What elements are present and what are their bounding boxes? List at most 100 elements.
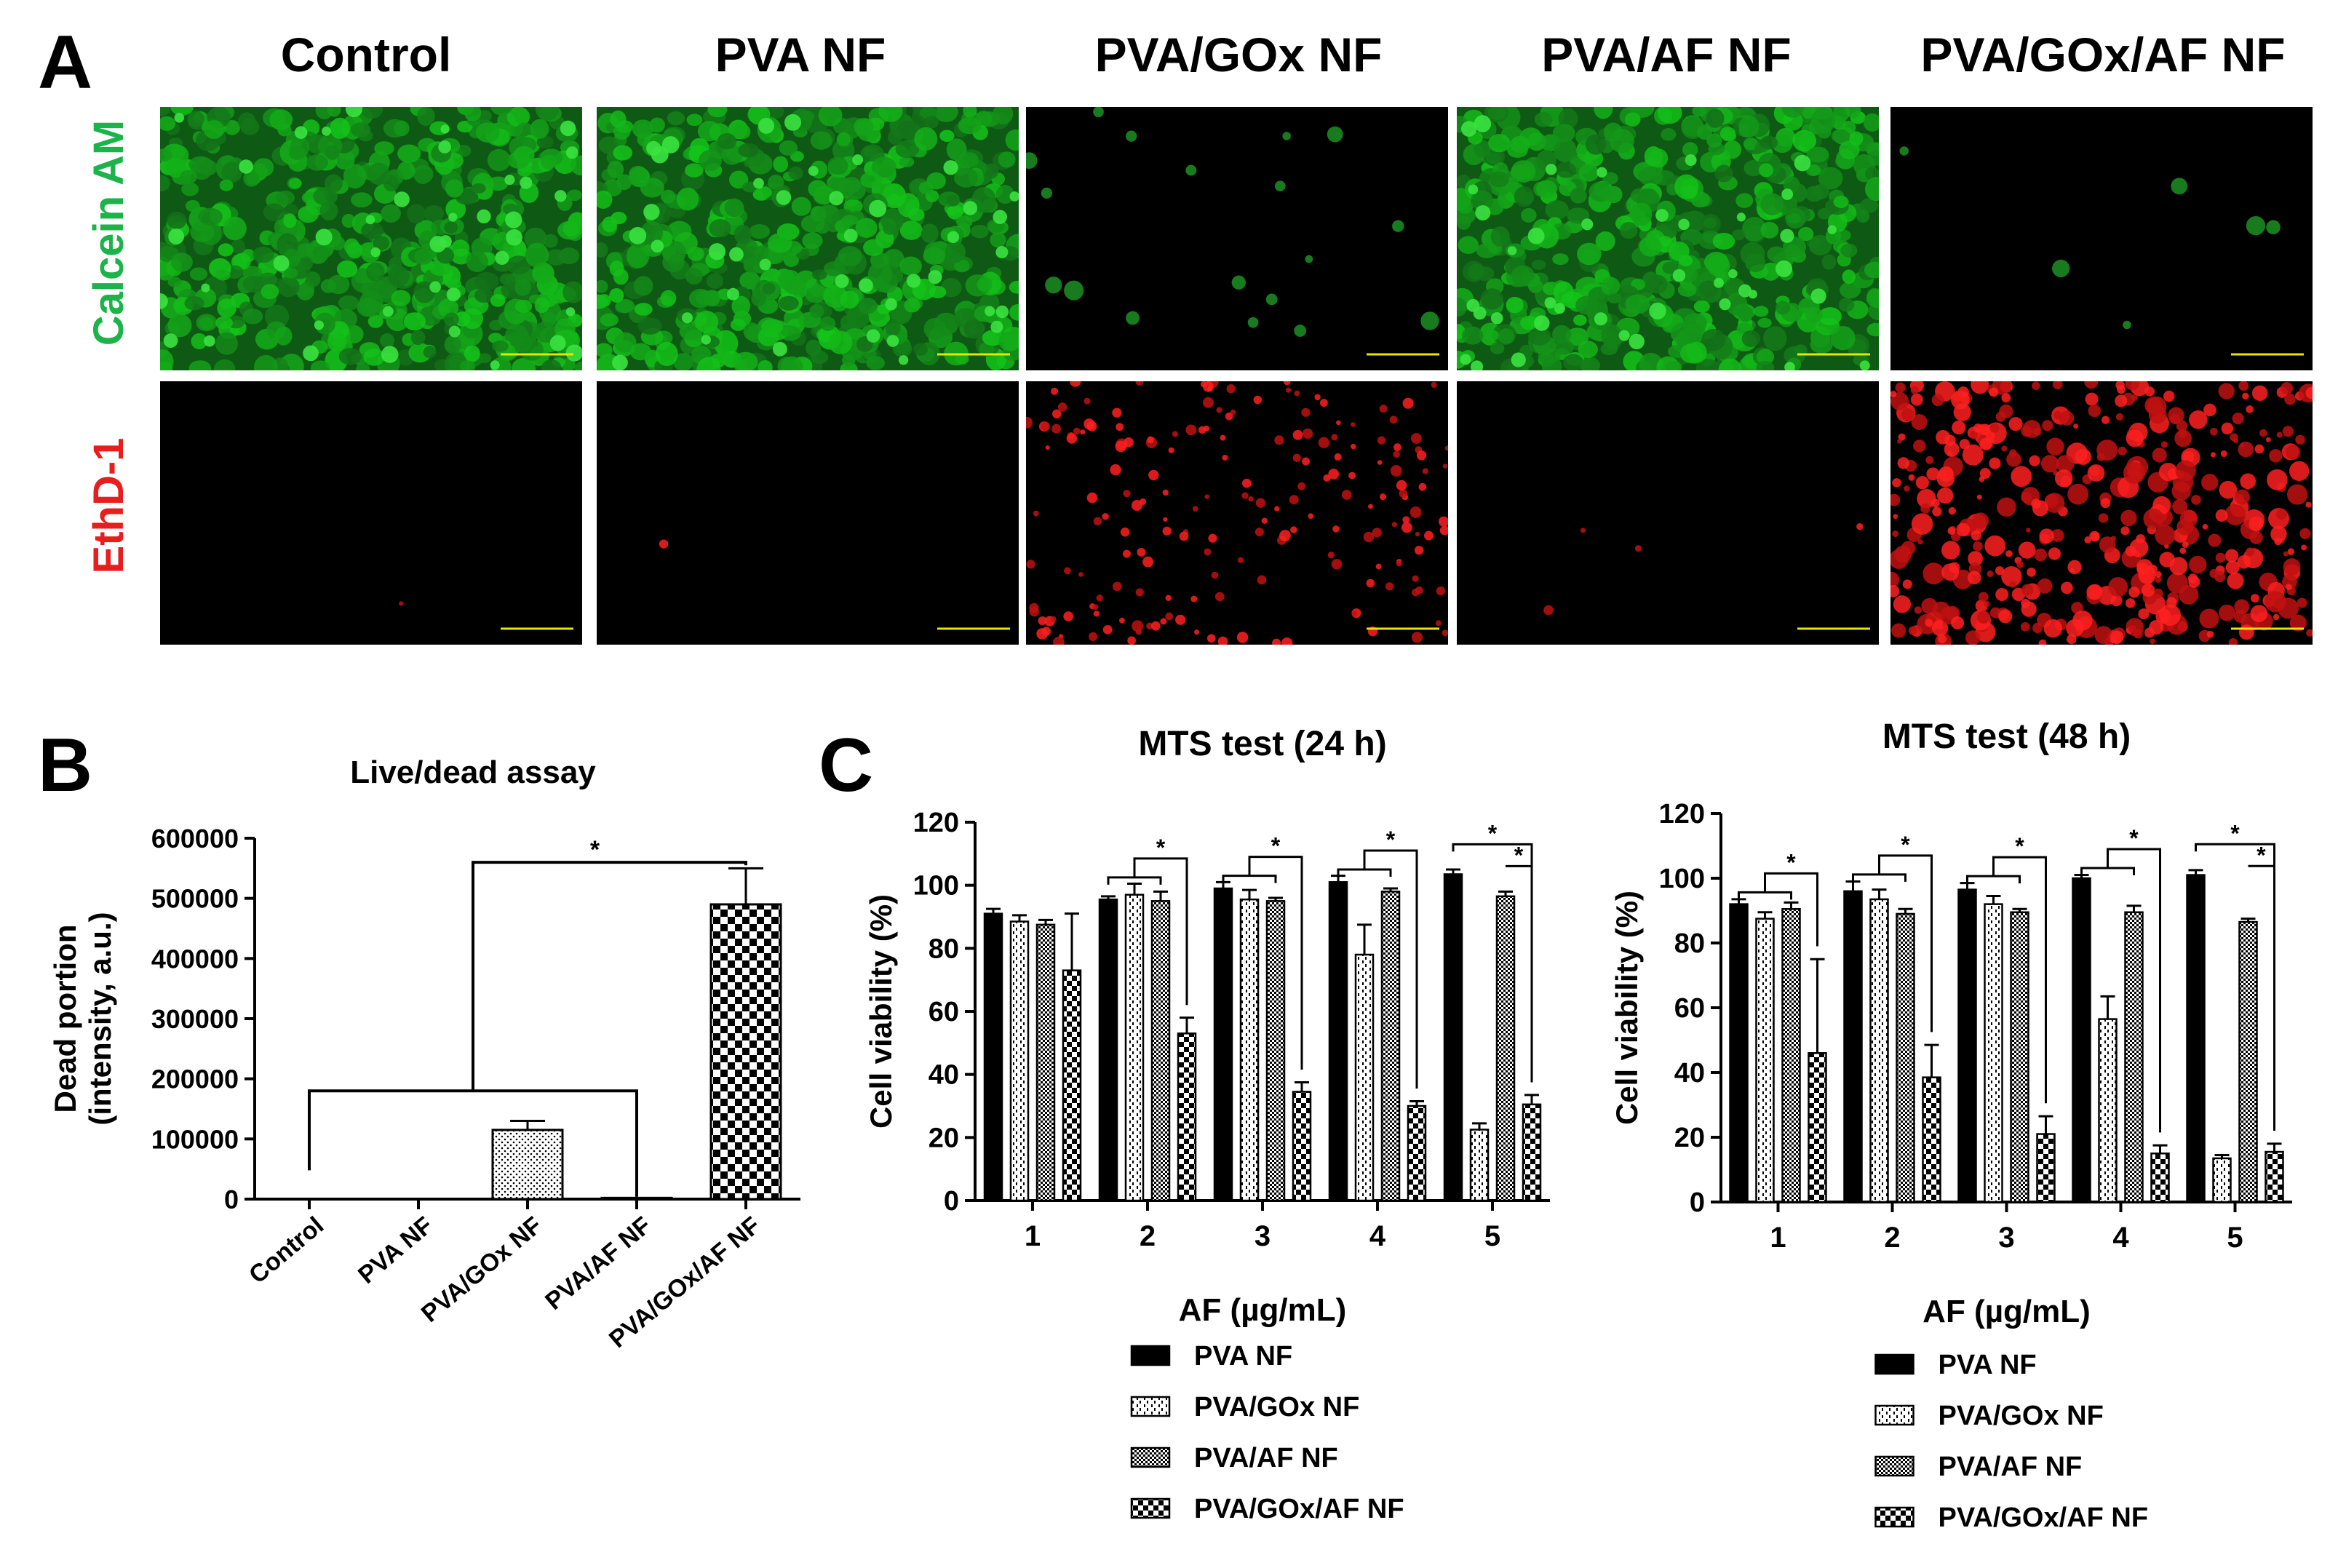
y-axis-label: Cell viability (%) (864, 894, 898, 1129)
bar (1265, 900, 1286, 1202)
legend-label: PVA/AF NF (1194, 1443, 1338, 1473)
bar (2124, 911, 2144, 1203)
bar (1407, 1105, 1427, 1202)
x-tick-label: Control (244, 1211, 329, 1289)
legend-label: PVA/AF NF (1939, 1452, 2083, 1482)
significance-bracket (2107, 848, 2161, 1133)
micrograph-pva-gox-nf-calcein (1026, 107, 1448, 370)
significance-bracket (2195, 843, 2275, 1131)
y-tick-label: 60 (1674, 993, 1705, 1024)
x-tick-label: PVA NF (353, 1211, 438, 1289)
y-tick-label: 20 (1674, 1123, 1705, 1153)
bar (1755, 918, 1775, 1203)
legend-swatch (1130, 1396, 1171, 1417)
bar (1922, 1076, 1941, 1203)
significance-star: * (1386, 827, 1396, 853)
x-tick-label: 3 (1255, 1220, 1271, 1252)
y-tick-label: 40 (929, 1060, 959, 1091)
significance-star: * (2129, 825, 2139, 851)
bar (2036, 1133, 2056, 1203)
significance-bracket (1966, 875, 2021, 884)
bar (1098, 898, 1118, 1202)
y-tick-label: 300000 (151, 1004, 239, 1034)
micrograph-pva-af-nf-calcein (1457, 107, 1879, 370)
x-tick-label: 2 (1884, 1222, 1900, 1254)
legend-label: PVA NF (1194, 1341, 1292, 1372)
significance-star: * (2015, 833, 2024, 859)
bar (1522, 1103, 1542, 1202)
bar (2010, 911, 2029, 1203)
bar (1380, 891, 1401, 1202)
legend-label: PVA/GOx NF (1939, 1401, 2104, 1431)
panel-b-label: B (38, 723, 93, 808)
micrograph-control-ethd (160, 381, 582, 645)
x-tick-label: 1 (1025, 1220, 1041, 1252)
y-tick-label: 100000 (151, 1124, 239, 1154)
column-title-pva-gox-nf: PVA/GOx NF (1094, 28, 1383, 81)
bar (1328, 881, 1348, 1202)
y-tick-label: 0 (1690, 1187, 1705, 1218)
y-tick-label: 80 (1674, 928, 1705, 959)
bar (1443, 873, 1463, 1202)
significance-star: * (590, 836, 600, 864)
x-tick-label: 3 (1998, 1222, 2014, 1254)
bar (2150, 1153, 2170, 1203)
significance-bracket (1506, 864, 1533, 872)
column-title-pva-af-nf: PVA/AF NF (1541, 28, 1792, 81)
x-tick-label: 2 (1140, 1220, 1156, 1252)
panel-a-label: A (38, 20, 93, 105)
x-tick-label: 5 (1484, 1220, 1500, 1252)
panel-c-label: C (819, 723, 874, 808)
bar (1896, 912, 1915, 1203)
chart-mts-48h: MTS test (48 h) Cell viability (%) 0 20 40 60… (1610, 717, 2292, 1533)
legend-label: PVA/GOx/AF NF (1194, 1494, 1404, 1524)
y-axis-label: Dead portion(intensity, a.u.) (48, 912, 117, 1125)
significance-bracket (1107, 876, 1162, 885)
bar (2072, 877, 2091, 1203)
y-tick-label: 100 (913, 871, 959, 902)
significance-bracket (1878, 854, 1933, 1032)
bar (1984, 903, 2003, 1203)
micrograph-pva-nf-calcein (597, 107, 1019, 370)
micrograph-control-calcein (160, 107, 582, 370)
y-tick-label: 40 (1674, 1058, 1705, 1089)
bar (1124, 894, 1145, 1202)
bar (1808, 1052, 1827, 1203)
significance-star: * (2257, 842, 2266, 868)
bar (1843, 890, 1863, 1203)
significance-bracket (1222, 875, 1277, 883)
significance-bracket (1337, 868, 1392, 877)
legend-swatch (1130, 1497, 1171, 1519)
x-tick-label: 5 (2227, 1222, 2243, 1254)
bar (1062, 969, 1082, 1202)
bar (1354, 953, 1375, 1202)
y-tick-label: 400000 (151, 944, 239, 974)
bar (1009, 920, 1030, 1202)
bar (2212, 1157, 2232, 1203)
column-title-control: Control (280, 28, 452, 81)
legend-swatch (1130, 1446, 1171, 1468)
legend-swatch (1130, 1345, 1171, 1366)
bar (2238, 920, 2258, 1203)
significance-star: * (1786, 849, 1796, 875)
significance-bracket (1992, 856, 2047, 1104)
legend-swatch (1874, 1353, 1914, 1375)
micrograph-pva-nf-ethd (597, 381, 1019, 645)
y-tick-label: 120 (913, 808, 959, 838)
legend-swatch (1874, 1404, 1914, 1426)
significance-bracket (1852, 873, 1906, 882)
significance-star: * (1271, 833, 1281, 859)
y-tick-label: 80 (929, 934, 959, 964)
x-tick-label: 1 (1770, 1222, 1786, 1254)
x-axis-label: AF (µg/mL) (1923, 1294, 2091, 1329)
legend-swatch (1874, 1506, 1914, 1528)
significance-bracket (1738, 891, 1792, 900)
chart-mts-24h: MTS test (24 h) Cell viability (%) 0 20 40 60… (864, 725, 1550, 1524)
legend-label: PVA/GOx NF (1194, 1392, 1359, 1422)
y-tick-label: 600000 (151, 824, 239, 853)
column-title-pva-nf: PVA NF (715, 28, 886, 81)
bar (1177, 1032, 1197, 1202)
micrograph-pva-gox-nf-ethd (1026, 381, 1448, 645)
bar (2265, 1150, 2284, 1203)
bar (709, 903, 782, 1201)
